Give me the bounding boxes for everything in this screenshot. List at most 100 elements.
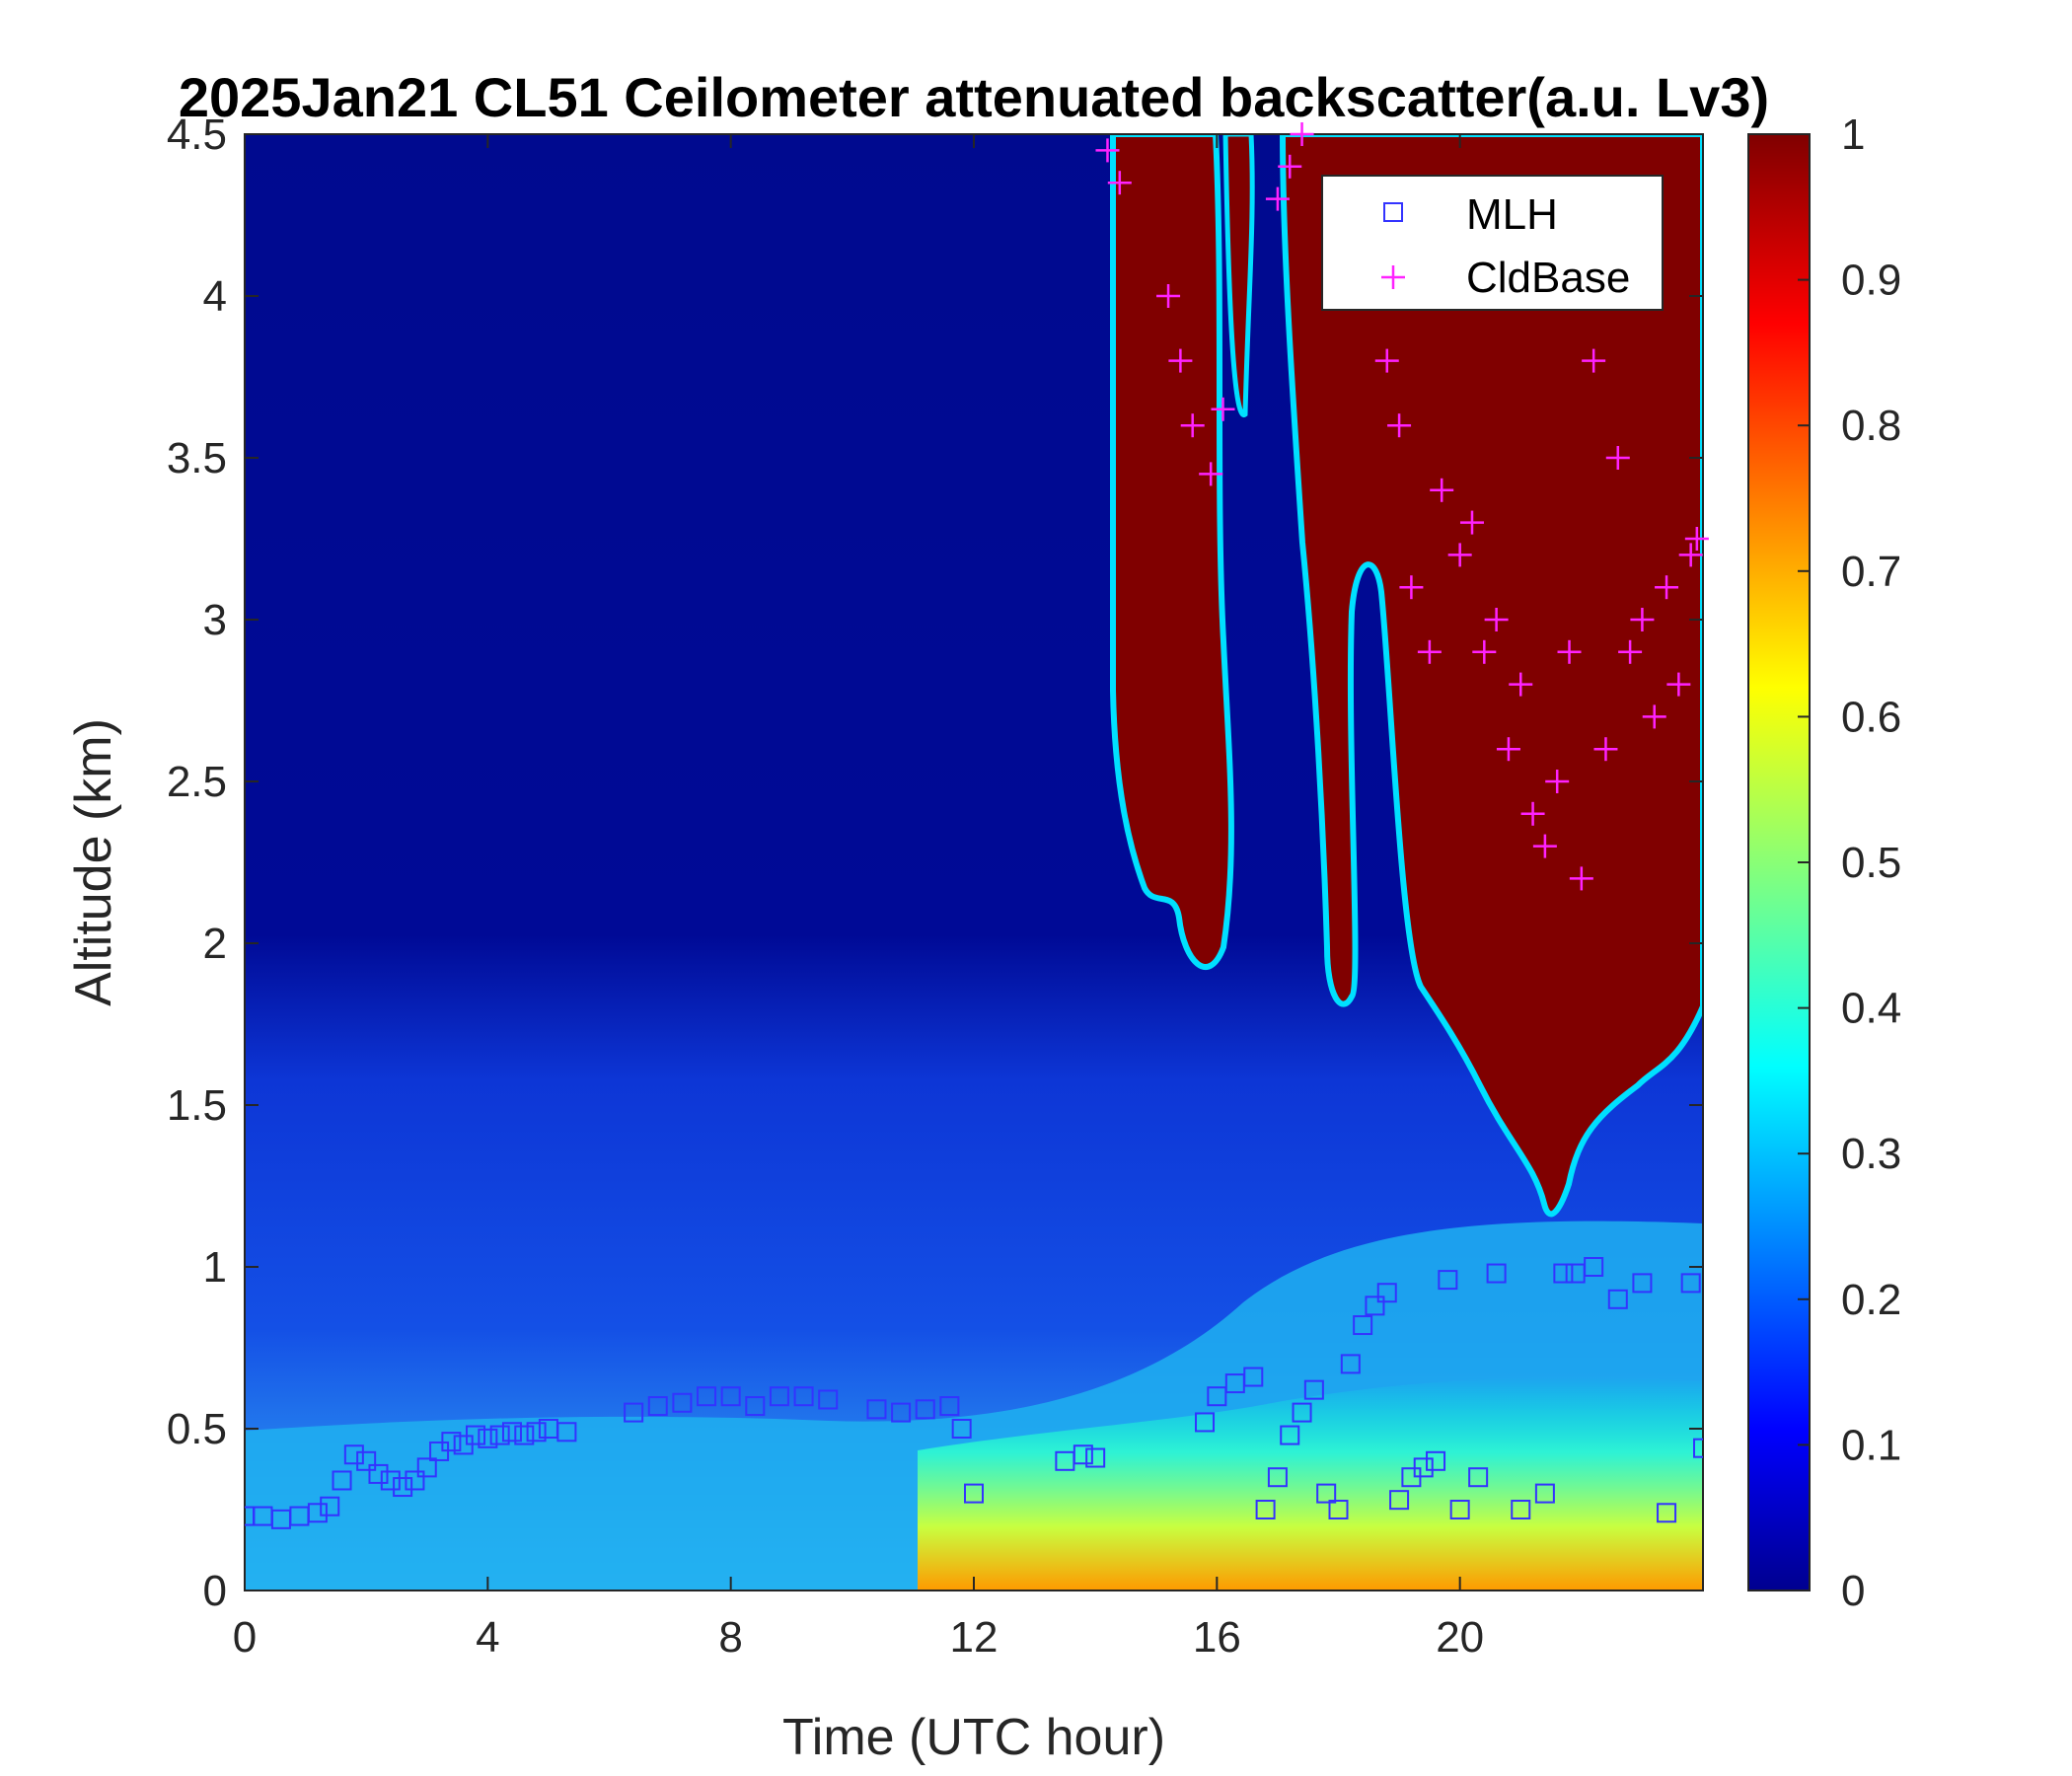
cldbase-point <box>1168 348 1193 373</box>
mlh-point <box>501 1422 522 1443</box>
mlh-point <box>1632 1273 1653 1294</box>
mlh-point <box>356 1450 377 1471</box>
cldbase-point <box>1387 413 1412 438</box>
legend-cldbase-marker <box>1381 265 1405 289</box>
cldbase-point <box>1532 834 1557 858</box>
cldbase-point <box>1496 737 1520 762</box>
y-tick-label: 1.5 <box>167 1081 227 1130</box>
mlh-point <box>818 1389 839 1410</box>
mlh-point <box>1426 1450 1446 1471</box>
chart-title: 2025Jan21 CL51 Ceilometer attenuated bac… <box>179 66 1769 128</box>
mlh-point <box>380 1470 401 1491</box>
mlh-point <box>307 1503 328 1523</box>
mlh-point <box>1195 1412 1216 1433</box>
colorbar-tick-label: 1 <box>1841 111 1865 159</box>
mlh-point <box>1468 1467 1489 1488</box>
cldbase-point <box>1569 866 1593 891</box>
y-tick-label: 3.5 <box>167 434 227 482</box>
cldbase-point <box>1630 608 1655 631</box>
mlh-point <box>1376 1283 1397 1303</box>
y-tick-label: 0 <box>203 1567 227 1615</box>
heatmap-cloud-tall-right <box>1279 134 1703 1218</box>
cldbase-point <box>1509 672 1533 697</box>
cldbase-point <box>1678 543 1703 567</box>
cldbase-point <box>1545 770 1570 793</box>
mlh-point <box>416 1457 437 1478</box>
plot-area <box>245 134 1703 1591</box>
heatmap-cloud-sliver <box>1222 134 1255 417</box>
y-tick-label: 0.5 <box>167 1405 227 1453</box>
mlh-point <box>1389 1490 1410 1511</box>
mlh-point <box>866 1399 887 1420</box>
mlh-point <box>672 1392 693 1413</box>
colorbar-tick-label: 0.9 <box>1841 257 1901 305</box>
mlh-point <box>405 1470 425 1491</box>
mlh-point <box>1534 1483 1555 1504</box>
mlh-point <box>368 1463 389 1484</box>
mlh-point <box>1365 1295 1385 1316</box>
legend-mlh-label: MLH <box>1466 190 1558 239</box>
cldbase-point <box>1095 138 1120 163</box>
mlh-point <box>1353 1315 1373 1336</box>
mlh-point <box>478 1428 498 1448</box>
y-tick-label: 4 <box>203 272 227 321</box>
legend-mlh-marker <box>1383 202 1403 222</box>
mlh-point <box>793 1386 814 1407</box>
y-tick-label: 3 <box>203 596 227 644</box>
cldbase-point <box>1265 186 1290 211</box>
cldbase-point <box>1472 639 1497 664</box>
mlh-point <box>320 1496 340 1517</box>
mlh-point <box>647 1396 668 1417</box>
cldbase-point <box>1156 284 1181 308</box>
colorbar-tick-label: 0.3 <box>1841 1130 1901 1178</box>
mlh-point <box>1486 1263 1507 1284</box>
mlh-point <box>1340 1354 1361 1374</box>
cldbase-point <box>1459 510 1484 535</box>
x-tick-label: 20 <box>1436 1613 1484 1662</box>
cldbase-point <box>1684 527 1709 551</box>
colorbar-tick-label: 0.6 <box>1841 693 1901 741</box>
y-tick-label: 2 <box>203 920 227 968</box>
cldbase-point <box>1520 801 1545 826</box>
cldbase-point <box>1666 672 1691 697</box>
mlh-point <box>489 1425 510 1445</box>
mlh-point <box>1657 1503 1677 1523</box>
colorbar-tick-label: 0.5 <box>1841 839 1901 887</box>
y-tick-label: 1 <box>203 1243 227 1292</box>
cldbase-point <box>1605 446 1630 470</box>
mlh-point <box>393 1477 413 1498</box>
mlh-point <box>1693 1438 1703 1458</box>
cldbase-point <box>1557 639 1582 664</box>
heatmap-cloud-high-left <box>1110 134 1234 970</box>
cldbase-point <box>1430 478 1454 502</box>
cldbase-point <box>1642 704 1666 729</box>
mlh-point <box>1328 1500 1349 1519</box>
colorbar-ticks: 0 0.1 0.2 0.3 0.4 0.5 0.6 0.7 0.8 0.9 1 <box>1798 111 1901 1615</box>
cldbase-point <box>1107 171 1132 195</box>
x-tick-label: 4 <box>476 1613 499 1662</box>
cldbase-series <box>1095 122 1709 891</box>
mlh-point <box>939 1396 960 1417</box>
cldbase-point <box>1211 397 1235 421</box>
mlh-point <box>1553 1263 1574 1284</box>
colorbar-tick-label: 0.4 <box>1841 985 1901 1033</box>
mlh-point <box>1511 1500 1531 1519</box>
colorbar-tick-label: 0 <box>1841 1567 1865 1615</box>
colorbar-tick-label: 0.8 <box>1841 402 1901 450</box>
mlh-point <box>745 1396 766 1417</box>
cldbase-point <box>1655 575 1679 600</box>
mlh-point <box>1243 1367 1264 1387</box>
legend-cldbase-label: CldBase <box>1466 254 1630 302</box>
cldbase-point <box>1618 639 1643 664</box>
mlh-point <box>1607 1289 1628 1309</box>
mlh-point <box>891 1402 912 1423</box>
legend-box <box>1321 175 1664 311</box>
mlh-point <box>556 1422 577 1443</box>
mlh-point <box>1255 1500 1276 1519</box>
mlh-point <box>1280 1425 1300 1445</box>
cldbase-point <box>1278 154 1302 179</box>
mlh-series <box>245 1257 1703 1529</box>
x-tick-label: 0 <box>233 1613 257 1662</box>
y-tick-label: 4.5 <box>167 111 227 159</box>
